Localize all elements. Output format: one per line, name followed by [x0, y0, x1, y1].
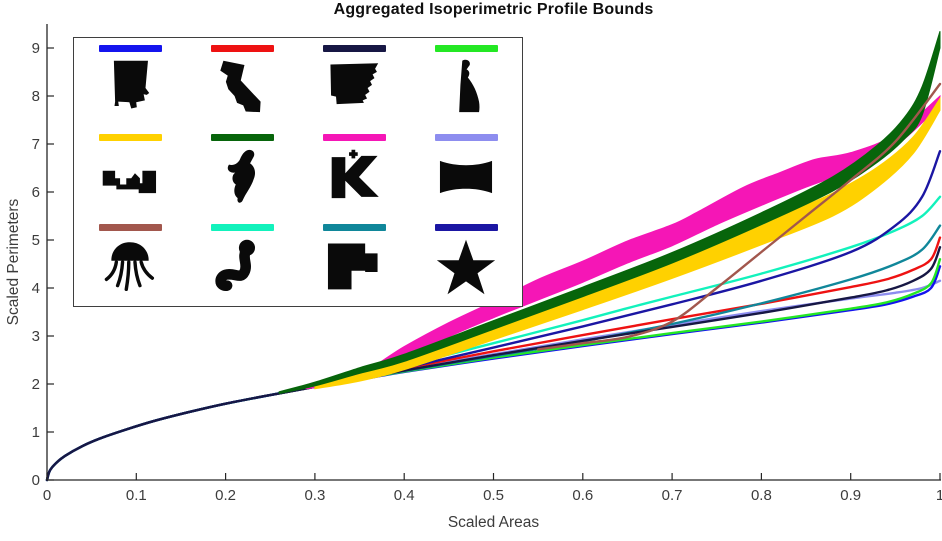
legend-entry-blocks: [74, 127, 186, 216]
block-l-icon: [323, 236, 385, 298]
blocky-k-icon: [323, 146, 385, 208]
legend-swatch-blocks: [98, 134, 162, 142]
x-tick-label: 0.3: [304, 487, 325, 504]
block-skyline-icon: [99, 146, 161, 208]
series-jellyfish-line: [536, 82, 942, 351]
legend-swatch-mozambique: [210, 134, 274, 142]
x-axis-label: Scaled Areas: [447, 514, 540, 531]
legend-entry-california: [186, 38, 298, 127]
series-mozambique-band: [278, 31, 941, 395]
legend-swatch-delaware: [434, 45, 498, 52]
y-tick-label: 9: [32, 40, 40, 57]
y-axis-label: Scaled Perimeters: [5, 198, 22, 326]
legend-entry-snake: [186, 217, 298, 306]
y-tick-label: 5: [32, 232, 40, 249]
mozambique-silhouette-icon: [211, 146, 273, 208]
legend-swatch-bowtie: [434, 134, 498, 142]
legend-swatch-arkansas: [322, 45, 386, 52]
delaware-silhouette-icon: [435, 57, 497, 119]
chart-title: Aggregated Isoperimetric Profile Bounds: [333, 1, 654, 18]
legend-entry-mozambique: [186, 127, 298, 216]
legend-box: [73, 37, 523, 307]
legend-entry-star: [410, 217, 522, 306]
x-tick-label: 0.4: [394, 487, 415, 504]
bowtie-icon: [435, 146, 497, 208]
california-silhouette-icon: [211, 57, 273, 119]
y-tick-label: 6: [32, 184, 40, 201]
x-tick-label: 0.1: [126, 487, 147, 504]
alabama-silhouette-icon: [99, 57, 161, 119]
y-tick-label: 2: [32, 376, 40, 393]
x-tick-label: 1: [936, 487, 942, 504]
y-tick-label: 8: [32, 88, 40, 105]
legend-swatch-k-blocks: [322, 134, 386, 142]
legend-entry-alabama: [74, 38, 186, 127]
jellyfish-icon: [99, 236, 161, 298]
x-tick-label: 0.6: [572, 487, 593, 504]
legend-entry-block-l: [298, 217, 410, 306]
y-tick-label: 7: [32, 136, 40, 153]
legend-swatch-alabama: [98, 45, 162, 52]
x-tick-label: 0.5: [483, 487, 504, 504]
legend-entry-arkansas: [298, 38, 410, 127]
arkansas-silhouette-icon: [323, 57, 385, 119]
legend-entry-bowtie: [410, 127, 522, 216]
y-tick-label: 4: [32, 280, 40, 297]
snake-icon: [211, 236, 273, 298]
legend-entry-delaware: [410, 38, 522, 127]
y-tick-label: 0: [32, 472, 40, 489]
x-tick-label: 0: [43, 487, 51, 504]
star-icon: [435, 236, 497, 298]
legend-swatch-snake: [210, 223, 274, 231]
legend-entry-k-blocks: [298, 127, 410, 216]
x-tick-label: 0.7: [662, 487, 683, 504]
x-tick-label: 0.9: [840, 487, 861, 504]
x-tick-label: 0.2: [215, 487, 236, 504]
legend-swatch-jellyfish: [98, 223, 162, 231]
y-tick-label: 1: [32, 424, 40, 441]
legend-swatch-california: [210, 45, 274, 52]
legend-swatch-block-l: [322, 223, 386, 231]
legend-entry-jellyfish: [74, 217, 186, 306]
x-tick-label: 0.8: [751, 487, 772, 504]
legend-swatch-star: [434, 223, 498, 231]
y-tick-label: 3: [32, 328, 40, 345]
